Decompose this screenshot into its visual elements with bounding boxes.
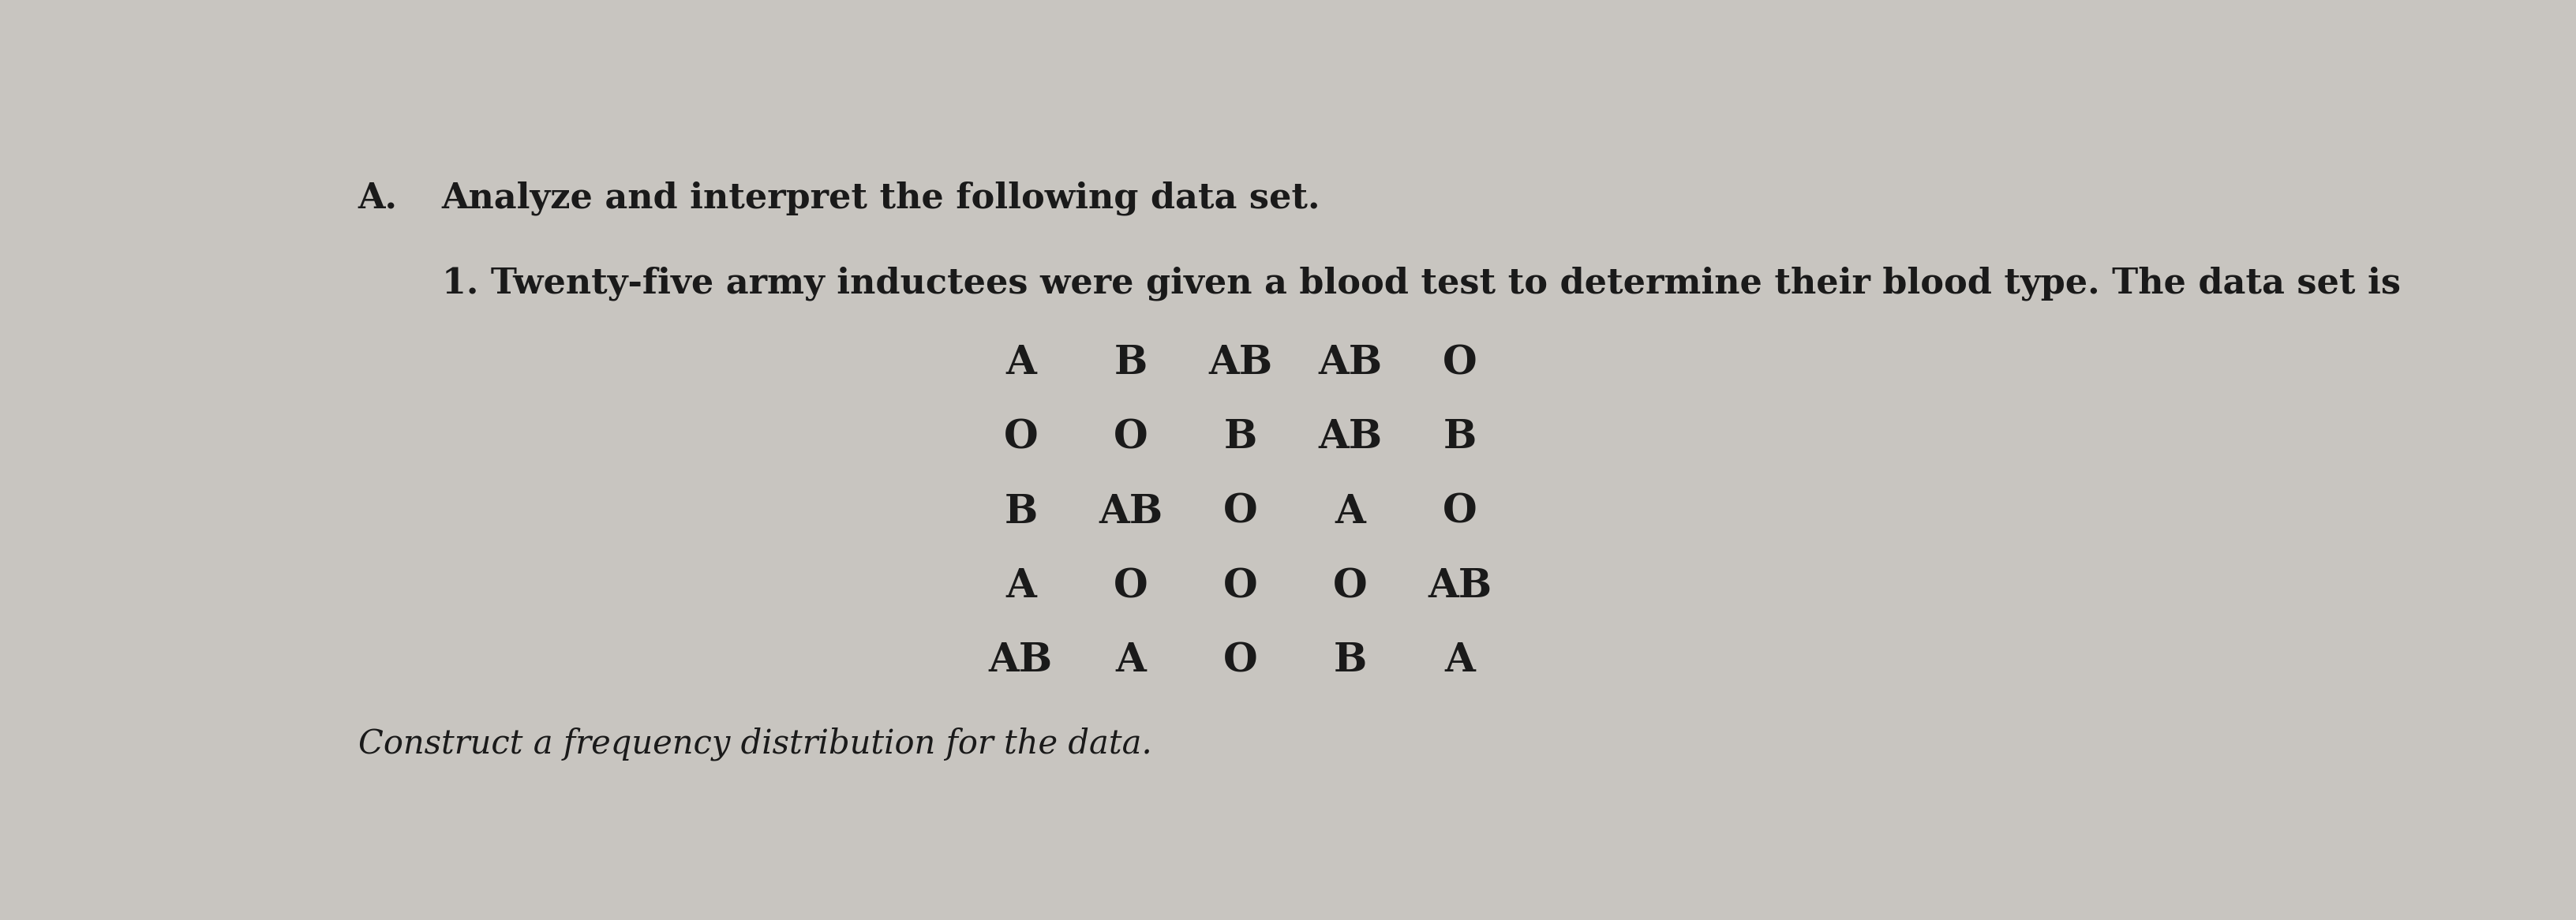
Text: B: B (1334, 642, 1368, 681)
Text: A: A (1005, 568, 1036, 606)
Text: O: O (1005, 419, 1038, 457)
Text: Analyze and interpret the following data set.: Analyze and interpret the following data… (443, 181, 1321, 215)
Text: O: O (1113, 568, 1149, 606)
Text: AB: AB (1319, 344, 1383, 383)
Text: AB: AB (1208, 344, 1273, 383)
Text: AB: AB (989, 642, 1054, 681)
Text: O: O (1113, 419, 1149, 457)
Text: A: A (1445, 642, 1476, 681)
Text: A: A (1005, 344, 1036, 383)
Text: A: A (1334, 493, 1365, 532)
Text: B: B (1113, 344, 1146, 383)
Text: B: B (1005, 493, 1038, 532)
Text: O: O (1443, 344, 1476, 383)
Text: B: B (1443, 419, 1476, 457)
Text: O: O (1224, 642, 1257, 681)
Text: A: A (1115, 642, 1146, 681)
Text: B: B (1224, 419, 1257, 457)
Text: O: O (1224, 568, 1257, 606)
Text: O: O (1224, 493, 1257, 532)
Text: O: O (1332, 568, 1368, 606)
Text: AB: AB (1097, 493, 1162, 532)
Text: O: O (1443, 493, 1476, 532)
Text: Construct a frequency distribution for the data.: Construct a frequency distribution for t… (358, 727, 1151, 760)
Text: A.: A. (358, 181, 397, 215)
Text: AB: AB (1427, 568, 1492, 606)
Text: 1. Twenty-five army inductees were given a blood test to determine their blood t: 1. Twenty-five army inductees were given… (443, 266, 2401, 301)
Text: AB: AB (1319, 419, 1383, 457)
